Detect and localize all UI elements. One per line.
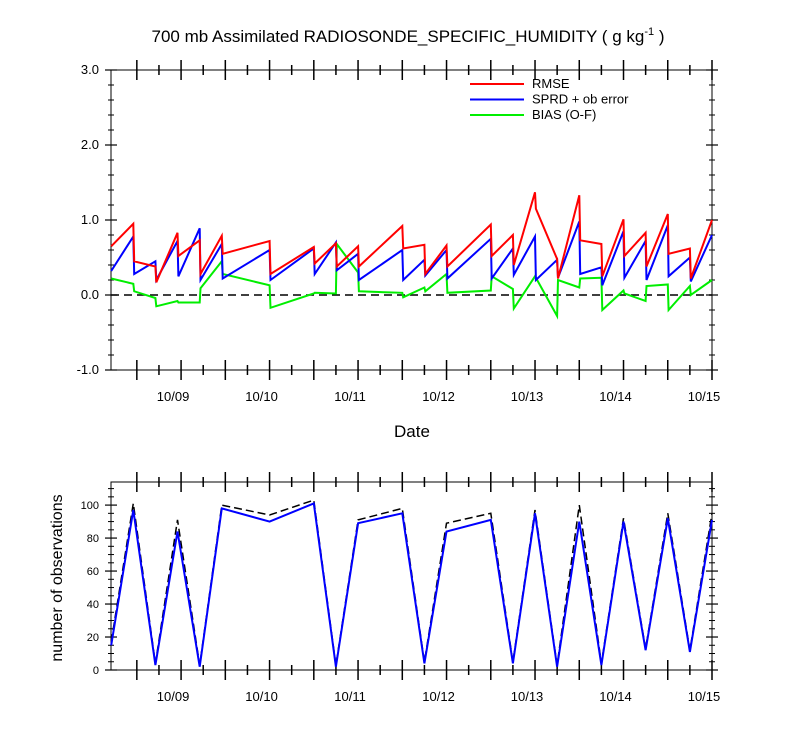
count-x-tick-label-10-14: 10/14 — [599, 689, 632, 704]
count-x-tick-label-10-09: 10/09 — [157, 689, 190, 704]
count-x-tick-label-10-10: 10/10 — [245, 689, 278, 704]
count-lines — [110, 499, 713, 667]
stats-y-tick-label-0-0: 0.0 — [81, 287, 99, 302]
stats-y-tick-label-2-0: 2.0 — [81, 137, 99, 152]
statistics-lines — [110, 192, 713, 320]
stats-x-tick-label-10-14: 10/14 — [599, 389, 632, 404]
count-y-tick-label-100: 100 — [81, 500, 99, 512]
statistics-panel: 10/09 10/10 10/11 10/12 10/13 10/14 10/15 -1.0 0… — [77, 60, 721, 441]
stats-x-tick-label-10-15: 10/15 — [688, 389, 721, 404]
stats-y-tick-label-1-0: -1.0 — [77, 362, 99, 377]
stats-x-tick-label-10-09: 10/09 — [157, 389, 190, 404]
observation-count-panel: 10/09 10/10 10/11 10/12 10/13 10/14 10/15 0 20 40… — [49, 472, 720, 704]
chart-title-main: 700 mb Assimilated RADIOSONDE_SPECIFIC_H… — [152, 27, 645, 46]
stats-x-tick-label-10-13: 10/13 — [511, 389, 544, 404]
stats-series-sprd-ob-error-line — [110, 221, 713, 286]
legend-label-rmse: RMSE — [532, 76, 570, 91]
stats-x-tick-label-10-11: 10/11 — [334, 389, 366, 404]
statistics-ticks: 10/09 10/10 10/11 10/12 10/13 10/14 10/15 -1.0 0… — [77, 60, 721, 404]
count-series-used-line — [110, 501, 713, 667]
stats-x-tick-label-10-10: 10/10 — [245, 389, 278, 404]
stats-x-tick-label-10-12: 10/12 — [422, 389, 455, 404]
stats-y-tick-label-1-0: 1.0 — [81, 212, 99, 227]
legend-label-bias-o-f: BIAS (O-F) — [532, 107, 596, 122]
count-y-axis-label: number of observations — [49, 494, 66, 661]
chart-title: 700 mb Assimilated RADIOSONDE_SPECIFIC_H… — [152, 26, 665, 46]
chart-title-superscript: -1 — [644, 26, 654, 38]
count-y-tick-label-0: 0 — [93, 665, 99, 677]
stats-series-bias-o-f-line — [110, 241, 713, 320]
count-y-tick-label-60: 60 — [87, 566, 99, 578]
count-x-tick-label-10-11: 10/11 — [334, 689, 366, 704]
legend-label-sprd-ob-error: SPRD + ob error — [532, 92, 629, 107]
count-x-tick-label-10-13: 10/13 — [511, 689, 544, 704]
count-ticks: 10/09 10/10 10/11 10/12 10/13 10/14 10/15 0 20 40… — [81, 472, 721, 704]
count-x-tick-label-10-15: 10/15 — [688, 689, 721, 704]
count-y-tick-label-20: 20 — [87, 632, 99, 644]
count-x-tick-label-10-12: 10/12 — [422, 689, 455, 704]
chart-title-end: ) — [654, 27, 664, 46]
stats-y-tick-label-3-0: 3.0 — [81, 62, 99, 77]
statistics-x-axis-label: Date — [394, 422, 430, 441]
count-plot-frame — [110, 481, 713, 671]
count-y-tick-label-40: 40 — [87, 599, 99, 611]
statistics-plot-frame — [110, 69, 713, 371]
count-y-tick-label-80: 80 — [87, 533, 99, 545]
stats-series-rmse-line — [110, 192, 713, 283]
